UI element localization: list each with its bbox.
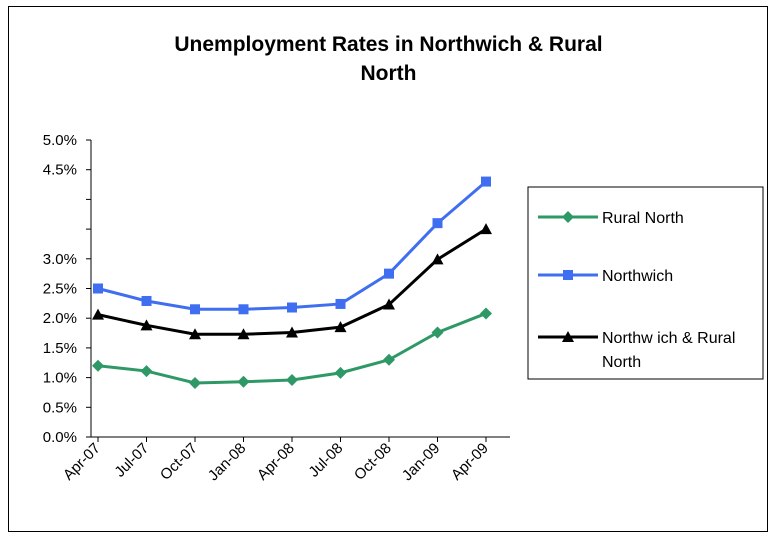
y-tick-label: 0.0%: [43, 429, 77, 446]
y-tick-label: 0.5%: [43, 399, 77, 416]
x-tick-label: Oct-07: [157, 440, 201, 484]
legend-marker-rural-north: [562, 211, 574, 223]
data-point-northwich-rural-north: [334, 321, 347, 333]
data-point-rural-north: [480, 307, 492, 320]
data-point-northwich: [384, 268, 394, 279]
data-point-rural-north: [92, 359, 104, 372]
y-tick-label: 1.5%: [43, 340, 77, 357]
data-point-rural-north: [237, 375, 250, 388]
data-point-northwich-rural-north: [140, 319, 153, 331]
legend-label-rural-north: Rural North: [602, 210, 684, 227]
x-tick-label: Jan-09: [399, 440, 443, 484]
data-point-northwich-rural-north: [383, 298, 395, 310]
x-tick-label: Jul-07: [111, 440, 152, 481]
chart-title-line-2: North: [360, 62, 417, 85]
data-point-northwich-rural-north: [237, 328, 250, 340]
series-line-northwich: [97, 180, 487, 311]
chart-title-line-1: Unemployment Rates in Northwich & Rural: [174, 33, 603, 56]
y-tick-label: 3.0%: [43, 251, 77, 268]
x-tick-label: Oct-08: [351, 440, 395, 484]
x-tick-label: Apr-08: [254, 440, 298, 484]
data-point-rural-north: [431, 326, 444, 339]
data-point-rural-north: [383, 353, 395, 366]
data-point-northwich: [141, 295, 152, 306]
data-point-northwich-rural-north: [431, 253, 444, 265]
data-point-northwich-rural-north: [480, 223, 492, 235]
data-point-northwich: [93, 283, 103, 294]
series-line-rural-north: [97, 312, 487, 385]
data-point-rural-north: [334, 366, 347, 379]
x-tick-label: Apr-07: [60, 440, 104, 484]
legend-label-northwich: Northwich: [602, 268, 673, 285]
data-point-northwich: [335, 298, 346, 309]
data-point-northwich-rural-north: [92, 308, 104, 320]
data-point-rural-north: [189, 376, 201, 389]
data-point-rural-north: [140, 365, 153, 378]
series-line-northwich-rural-north: [97, 227, 487, 336]
y-tick-label: 1.0%: [43, 370, 77, 387]
legend-label-northwich-rural-north: Northw ich & Rural: [602, 330, 735, 347]
data-point-northwich: [481, 176, 491, 187]
data-point-northwich: [432, 218, 443, 229]
legend-label-northwich-rural-north: North: [602, 354, 641, 371]
data-point-northwich: [287, 302, 297, 313]
x-tick-label: Apr-09: [448, 440, 492, 484]
x-tick-label: Jul-08: [305, 440, 346, 481]
y-tick-label: 2.0%: [43, 310, 77, 327]
data-point-northwich-rural-north: [189, 328, 201, 340]
y-tick-label: 4.5%: [43, 162, 77, 179]
x-tick-label: Jan-08: [205, 440, 249, 484]
data-point-northwich: [238, 304, 249, 315]
y-tick-label: 2.5%: [43, 281, 77, 298]
y-tick-label: 5.0%: [43, 132, 77, 149]
legend-marker-northwich-rural-north: [562, 331, 574, 342]
data-point-rural-north: [286, 373, 298, 386]
data-point-northwich-rural-north: [286, 326, 298, 338]
data-point-northwich: [190, 304, 200, 315]
legend-marker-northwich: [563, 270, 573, 280]
